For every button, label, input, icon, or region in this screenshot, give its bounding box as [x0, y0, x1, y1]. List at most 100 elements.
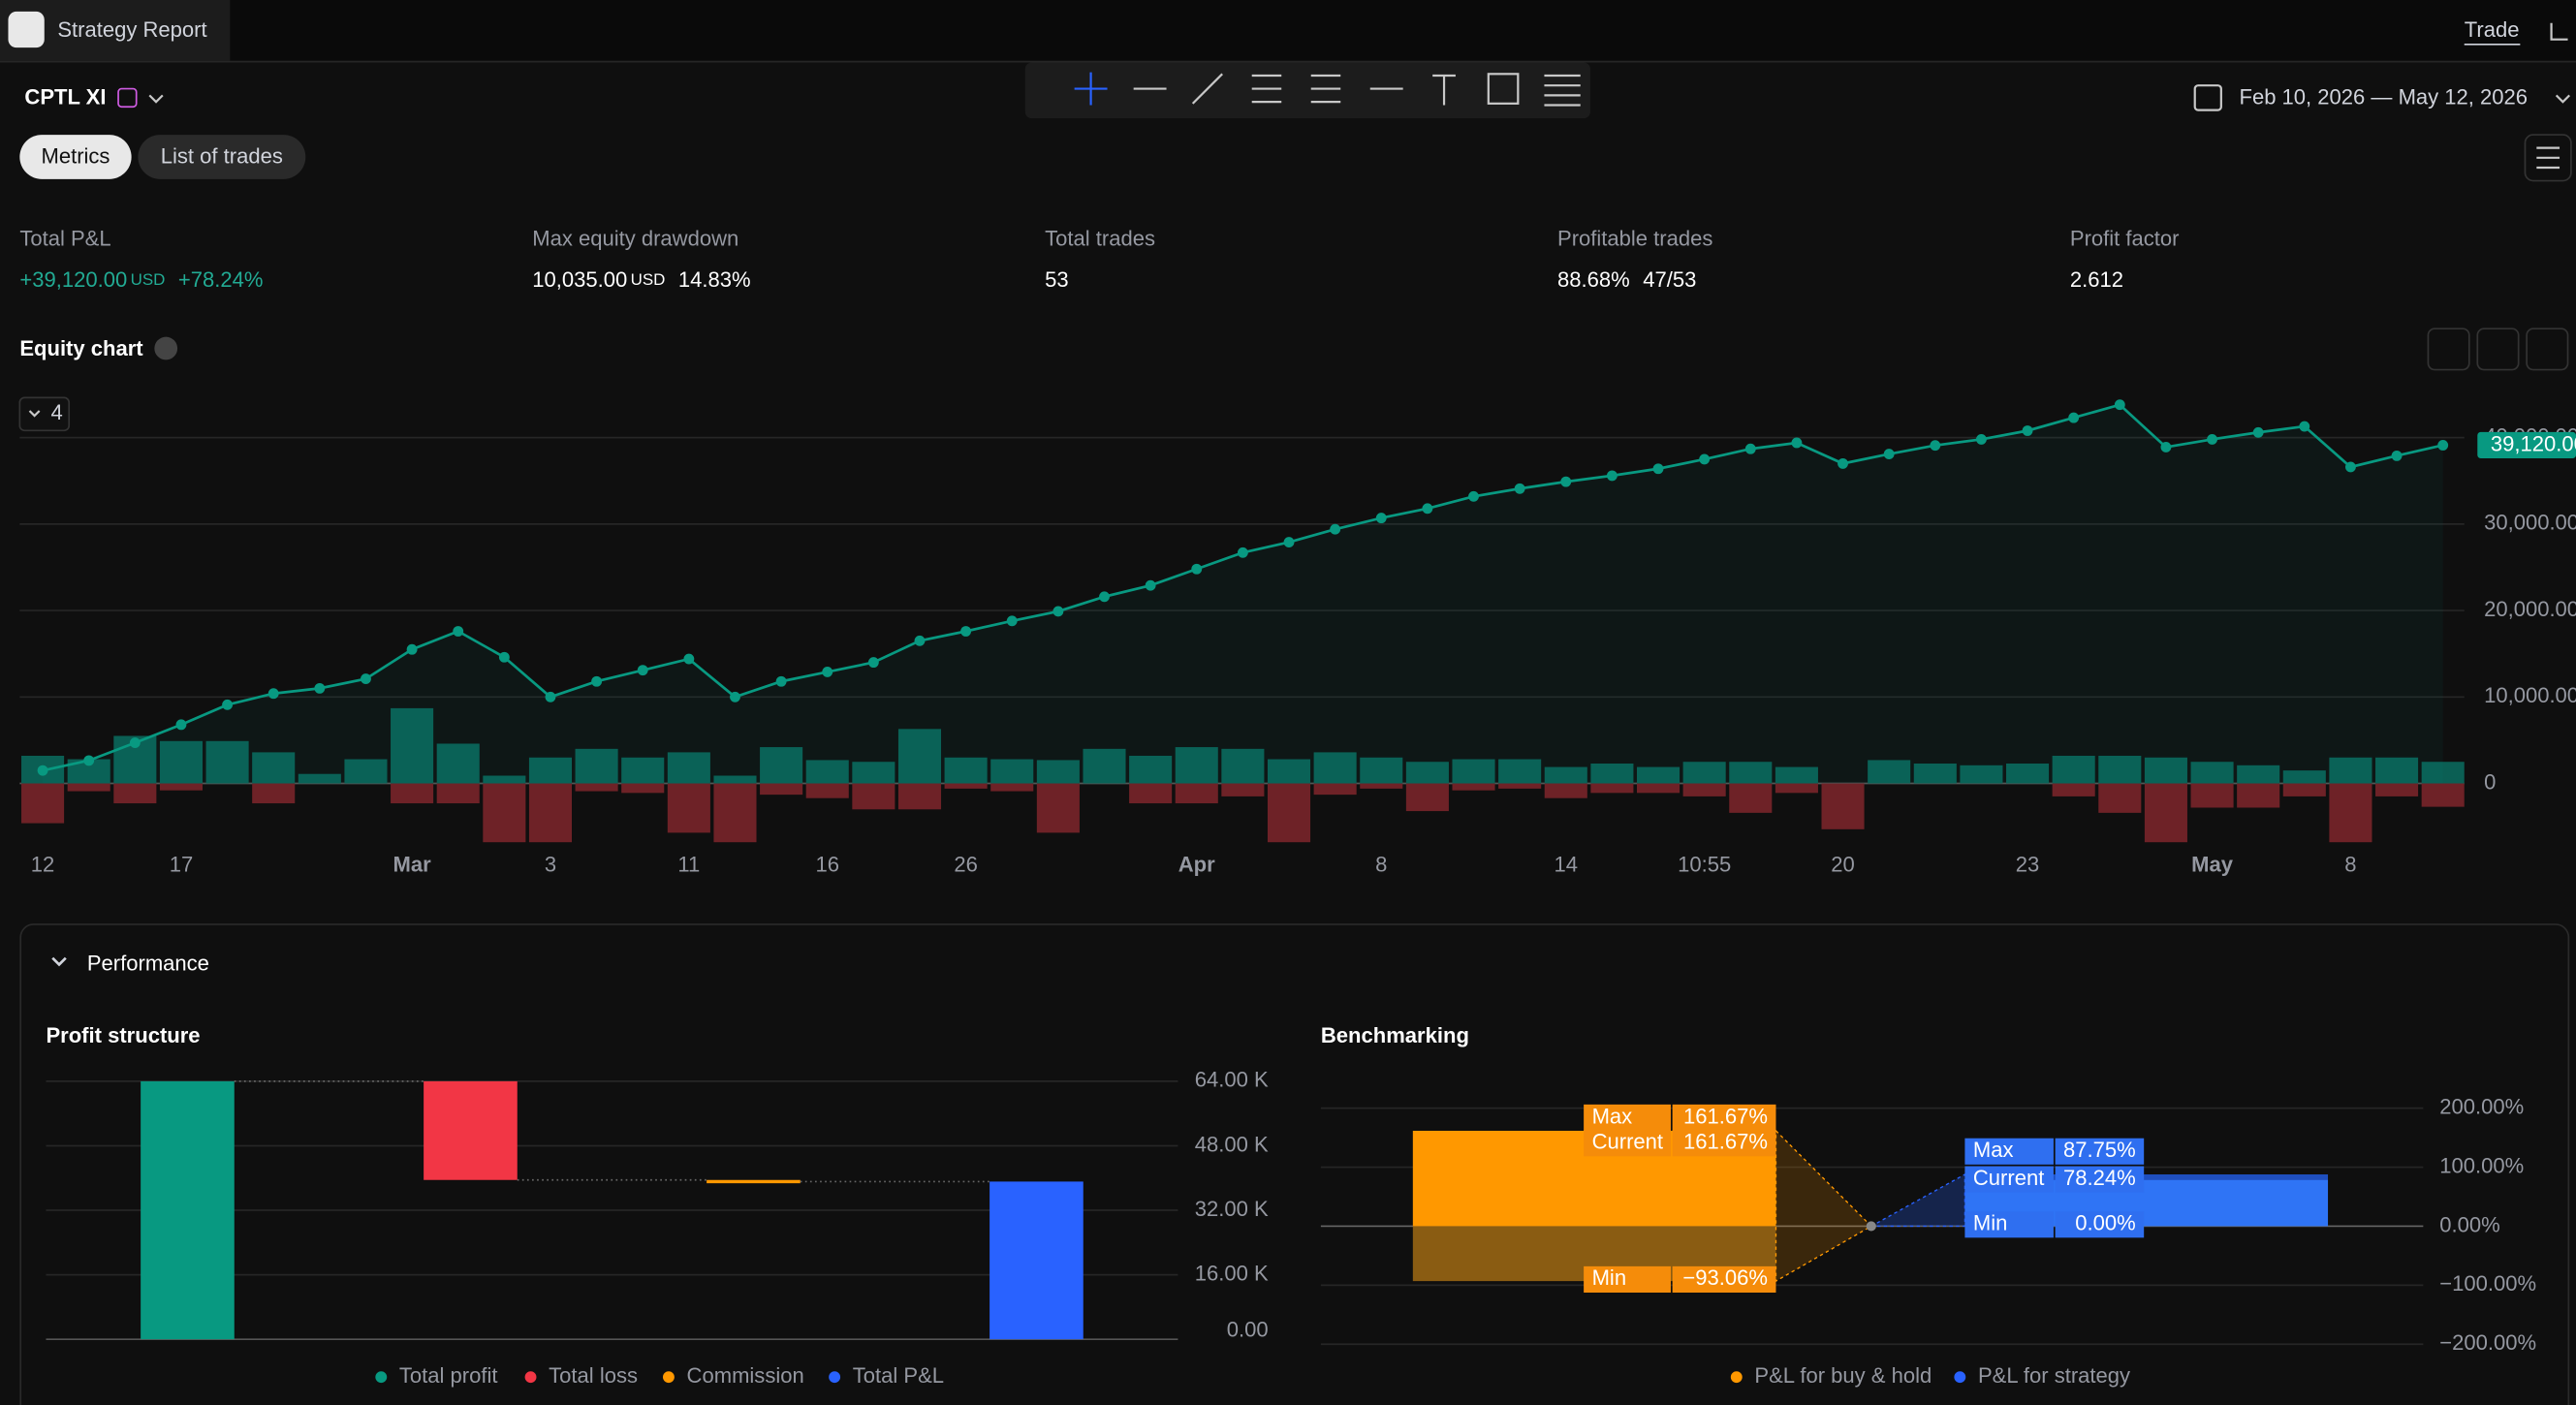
equity-chart: 010,000.0020,000.0030,000.0040,000.00121…	[19, 399, 2576, 877]
settings-button[interactable]	[2427, 328, 2470, 371]
trade-bar	[852, 783, 895, 810]
trade-bar	[897, 783, 942, 810]
symbol-dropdown[interactable]	[148, 94, 164, 104]
trade-button[interactable]: Trade	[2465, 17, 2520, 42]
equity-point	[2114, 399, 2125, 411]
value-label: 87.75%	[2063, 1138, 2136, 1162]
trade-bar	[1036, 760, 1080, 784]
trade-bar	[1544, 766, 1587, 784]
trade-bar	[1775, 766, 1818, 784]
x-tick-label: 10:55	[1678, 853, 1731, 877]
label-box	[1584, 1265, 1671, 1293]
date-dropdown[interactable]	[2555, 94, 2570, 104]
snapshot-button[interactable]	[2476, 328, 2520, 371]
y-tick-label: 100.00%	[2439, 1153, 2524, 1177]
equity-point	[83, 755, 95, 766]
tab-label: List of trades	[161, 144, 283, 169]
layout-button[interactable]	[2524, 134, 2572, 182]
equity-point	[1052, 606, 1064, 617]
help-icon[interactable]	[154, 336, 178, 360]
trade-bar	[2375, 757, 2419, 784]
trade-bar	[2098, 783, 2142, 813]
y-tick-label: 10,000.00	[2484, 683, 2576, 707]
y-tick-label: 200.00%	[2439, 1094, 2524, 1118]
equity-point	[314, 682, 326, 694]
label-box	[1672, 1130, 1776, 1157]
y-tick-label: 0	[2484, 769, 2496, 794]
trade-bar	[760, 783, 803, 796]
trade-bar	[528, 783, 573, 843]
tab-metrics[interactable]	[19, 135, 132, 179]
trade-bar	[1729, 783, 1773, 813]
label-name: Max	[1592, 1104, 1633, 1128]
label-box	[1584, 1130, 1671, 1157]
value-label: −93.06%	[1682, 1265, 1768, 1290]
trade-bar	[1498, 783, 1542, 789]
trade-bar	[944, 783, 988, 789]
profit-title: Profit structure	[46, 1023, 200, 1047]
trade-bar	[897, 729, 942, 784]
detail: 47/53	[1643, 267, 1696, 292]
equity-point	[498, 651, 510, 663]
equity-point	[2068, 412, 2080, 423]
metric-label: Total P&L	[19, 226, 110, 250]
collapse-chevron[interactable]	[51, 956, 67, 967]
y-tick-label: 64.00 K	[1195, 1068, 1269, 1092]
equity-point	[730, 691, 740, 702]
position-tool[interactable]	[1310, 74, 1341, 104]
waterfall-bar	[990, 1181, 1084, 1340]
trade-bar	[852, 762, 895, 784]
equity-point	[591, 675, 603, 687]
calendar-badge	[117, 87, 138, 109]
crosshair-tool[interactable]	[1074, 72, 1108, 106]
x-tick-label: 8	[2344, 853, 2356, 877]
trade-bar	[1036, 783, 1080, 833]
equity-point	[683, 653, 695, 665]
shape-tool[interactable]	[1487, 73, 1520, 105]
equity-point	[775, 675, 787, 687]
more-tools[interactable]	[1544, 74, 1581, 107]
trade-bar	[2190, 783, 2234, 808]
trade-bar	[298, 773, 341, 784]
collapse-icon[interactable]	[2550, 22, 2568, 41]
trade-bar	[1313, 752, 1357, 784]
legend-label: P&L for strategy	[1978, 1363, 2130, 1388]
label-box	[2055, 1138, 2145, 1165]
y-tick-label: 30,000.00	[2484, 511, 2576, 535]
trade-bar	[67, 783, 110, 792]
date-range[interactable]: Feb 10, 2026 — May 12, 2026	[2239, 85, 2528, 109]
toggle-button[interactable]	[18, 396, 71, 432]
tab-trades[interactable]	[138, 135, 306, 179]
date-icon[interactable]	[2193, 84, 2222, 111]
x-tick-label: Mar	[393, 853, 432, 877]
trade-bar	[2052, 783, 2095, 796]
x-tick-label: 11	[677, 853, 700, 877]
metrics: Total P&L +39,120.00 USD +78.24% Max equit…	[19, 226, 2179, 291]
legend-swatch	[1954, 1371, 1966, 1384]
trade-bar	[1175, 783, 1218, 804]
equity-point	[2252, 426, 2264, 438]
toolbar-icons[interactable]	[1074, 72, 1581, 107]
legend-label: Total profit	[399, 1363, 498, 1388]
legend-swatch	[829, 1371, 841, 1384]
trade-bar	[667, 752, 710, 784]
equity-point	[1975, 433, 1987, 445]
equity-point	[1838, 457, 1848, 469]
symbol[interactable]: CPTL XI	[24, 85, 106, 109]
trade-bar	[483, 783, 526, 843]
trade-bar	[2421, 783, 2465, 807]
trend-tool[interactable]	[1191, 73, 1223, 105]
y-tick-label: 32.00 K	[1195, 1197, 1269, 1221]
y-tick-label: −200.00%	[2439, 1330, 2536, 1355]
value: 10,035.00	[532, 267, 627, 292]
equity-point	[545, 691, 556, 702]
trade-bar	[2421, 762, 2465, 784]
text-tool[interactable]	[1432, 74, 1456, 106]
equity-point	[914, 635, 926, 646]
fullscreen-button[interactable]	[2526, 328, 2569, 371]
fib-tool[interactable]	[1251, 74, 1282, 104]
trade-bar	[113, 783, 157, 804]
trade-bar	[1682, 762, 1726, 784]
equity-point	[637, 665, 648, 676]
trade-bar	[1267, 759, 1311, 784]
